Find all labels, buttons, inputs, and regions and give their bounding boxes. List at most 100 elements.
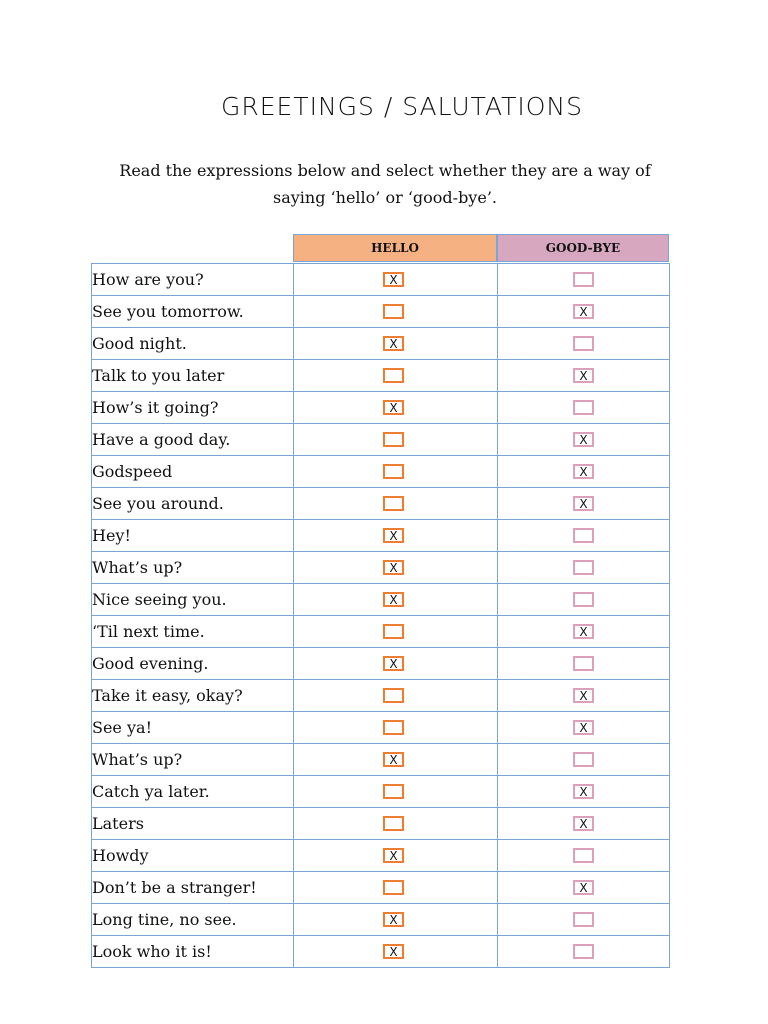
hello-checkbox[interactable]: [383, 784, 404, 799]
check-mark: X: [389, 944, 398, 959]
expression-text: How’s it going?: [91, 391, 294, 424]
table-row: See you around. X: [91, 487, 670, 520]
table-row: Look who it is! X: [91, 935, 670, 968]
goodbye-checkbox[interactable]: X: [573, 304, 594, 319]
check-mark: X: [389, 528, 398, 543]
goodbye-checkbox[interactable]: [573, 336, 594, 351]
goodbye-checkbox[interactable]: [573, 656, 594, 671]
table-row: Good evening. X: [91, 647, 670, 680]
table-row: Take it easy, okay? X: [91, 679, 670, 712]
hello-checkbox[interactable]: X: [383, 944, 404, 959]
hello-cell: X: [293, 551, 498, 584]
hello-cell: [293, 871, 498, 904]
hello-checkbox[interactable]: X: [383, 272, 404, 287]
expression-text: Talk to you later: [91, 359, 294, 392]
goodbye-checkbox[interactable]: X: [573, 624, 594, 639]
check-mark: X: [389, 592, 398, 607]
goodbye-cell: X: [497, 679, 670, 712]
hello-checkbox[interactable]: X: [383, 336, 404, 351]
goodbye-checkbox[interactable]: [573, 752, 594, 767]
goodbye-checkbox[interactable]: [573, 272, 594, 287]
check-mark: X: [389, 848, 398, 863]
hello-checkbox[interactable]: [383, 496, 404, 511]
table-row: See ya! X: [91, 711, 670, 744]
hello-checkbox[interactable]: X: [383, 848, 404, 863]
goodbye-cell: [497, 519, 670, 552]
hello-checkbox[interactable]: X: [383, 752, 404, 767]
expressions-table: How are you? X See you tomorrow. X Good nigh…: [91, 263, 670, 968]
expression-text: Nice seeing you.: [91, 583, 294, 616]
check-mark: X: [389, 656, 398, 671]
hello-checkbox[interactable]: X: [383, 912, 404, 927]
column-header-hello: HELLO: [293, 234, 497, 262]
check-mark: X: [389, 336, 398, 351]
expression-text: Hey!: [91, 519, 294, 552]
hello-checkbox[interactable]: X: [383, 560, 404, 575]
table-row: Talk to you later X: [91, 359, 670, 392]
goodbye-checkbox[interactable]: [573, 400, 594, 415]
table-row: What’s up? X: [91, 551, 670, 584]
hello-checkbox[interactable]: [383, 688, 404, 703]
hello-cell: X: [293, 263, 498, 296]
hello-cell: X: [293, 839, 498, 872]
hello-checkbox[interactable]: X: [383, 528, 404, 543]
hello-checkbox[interactable]: [383, 880, 404, 895]
goodbye-checkbox[interactable]: X: [573, 784, 594, 799]
expression-text: Catch ya later.: [91, 775, 294, 808]
goodbye-checkbox[interactable]: X: [573, 688, 594, 703]
goodbye-checkbox[interactable]: X: [573, 816, 594, 831]
goodbye-checkbox[interactable]: X: [573, 368, 594, 383]
hello-cell: [293, 711, 498, 744]
goodbye-checkbox[interactable]: [573, 848, 594, 863]
hello-checkbox[interactable]: X: [383, 656, 404, 671]
hello-checkbox[interactable]: [383, 464, 404, 479]
goodbye-cell: X: [497, 871, 670, 904]
goodbye-cell: X: [497, 807, 670, 840]
hello-checkbox[interactable]: X: [383, 592, 404, 607]
goodbye-checkbox[interactable]: X: [573, 432, 594, 447]
check-mark: X: [579, 624, 588, 639]
table-row: Catch ya later. X: [91, 775, 670, 808]
expression-text: See ya!: [91, 711, 294, 744]
hello-checkbox[interactable]: [383, 624, 404, 639]
hello-cell: X: [293, 327, 498, 360]
goodbye-cell: [497, 935, 670, 968]
hello-cell: X: [293, 647, 498, 680]
goodbye-checkbox[interactable]: X: [573, 496, 594, 511]
check-mark: X: [579, 464, 588, 479]
table-row: Nice seeing you. X: [91, 583, 670, 616]
goodbye-checkbox[interactable]: X: [573, 880, 594, 895]
check-mark: X: [579, 816, 588, 831]
hello-checkbox[interactable]: [383, 720, 404, 735]
check-mark: X: [579, 688, 588, 703]
check-mark: X: [579, 368, 588, 383]
hello-checkbox[interactable]: [383, 432, 404, 447]
goodbye-checkbox[interactable]: [573, 912, 594, 927]
goodbye-cell: X: [497, 711, 670, 744]
expression-text: Godspeed: [91, 455, 294, 488]
goodbye-cell: [497, 327, 670, 360]
goodbye-cell: [497, 551, 670, 584]
goodbye-checkbox[interactable]: [573, 560, 594, 575]
goodbye-checkbox[interactable]: X: [573, 720, 594, 735]
table-row: Don’t be a stranger! X: [91, 871, 670, 904]
goodbye-checkbox[interactable]: [573, 528, 594, 543]
goodbye-checkbox[interactable]: [573, 592, 594, 607]
goodbye-checkbox[interactable]: X: [573, 464, 594, 479]
check-mark: X: [389, 272, 398, 287]
hello-checkbox[interactable]: [383, 368, 404, 383]
expression-text: What’s up?: [91, 743, 294, 776]
expression-text: Don’t be a stranger!: [91, 871, 294, 904]
goodbye-cell: [497, 839, 670, 872]
goodbye-checkbox[interactable]: [573, 944, 594, 959]
check-mark: X: [579, 496, 588, 511]
goodbye-cell: X: [497, 423, 670, 456]
goodbye-cell: X: [497, 615, 670, 648]
check-mark: X: [579, 784, 588, 799]
hello-checkbox[interactable]: [383, 304, 404, 319]
hello-cell: X: [293, 935, 498, 968]
hello-checkbox[interactable]: [383, 816, 404, 831]
hello-checkbox[interactable]: X: [383, 400, 404, 415]
hello-cell: [293, 359, 498, 392]
check-mark: X: [579, 432, 588, 447]
